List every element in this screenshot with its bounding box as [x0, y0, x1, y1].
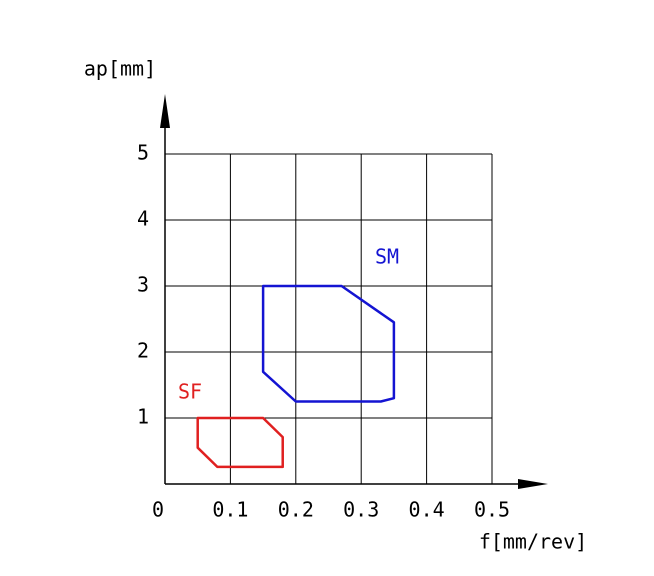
- y-axis-label: ap[mm]: [84, 57, 156, 81]
- y-axis-arrow: [160, 94, 170, 128]
- region: [261, 284, 396, 403]
- y-tick-label: 2: [137, 339, 149, 363]
- region-label: SF: [178, 380, 202, 404]
- y-tick-label: 3: [137, 273, 149, 297]
- y-tick-label: 5: [137, 141, 149, 165]
- region-label: SM: [375, 245, 399, 269]
- y-tick-label: 4: [137, 207, 149, 231]
- region: [196, 416, 284, 469]
- x-tick-label: 0.1: [212, 498, 248, 522]
- x-tick-label: 0.5: [474, 498, 510, 522]
- x-tick-label: 0: [152, 498, 164, 522]
- x-tick-label: 0.4: [409, 498, 445, 522]
- x-axis-arrow: [518, 479, 548, 489]
- y-tick-label: 1: [137, 405, 149, 429]
- x-tick-label: 0.3: [343, 498, 379, 522]
- x-axis-label: f[mm/rev]: [479, 530, 587, 554]
- x-tick-label: 0.2: [278, 498, 314, 522]
